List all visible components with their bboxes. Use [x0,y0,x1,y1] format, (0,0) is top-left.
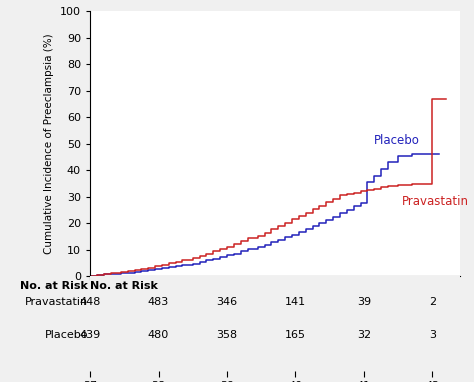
Text: 3: 3 [429,330,436,340]
Text: 2: 2 [429,296,436,307]
Text: Placebo: Placebo [45,330,88,340]
Text: 165: 165 [285,330,306,340]
Text: 448: 448 [79,296,101,307]
Text: 141: 141 [285,296,306,307]
Text: 39: 39 [357,296,371,307]
Text: 358: 358 [217,330,237,340]
Text: 32: 32 [357,330,371,340]
Text: Pravastatin: Pravastatin [401,194,469,207]
Text: Placebo: Placebo [374,134,420,147]
Y-axis label: Cumulative Incidence of Preeclampsia (%): Cumulative Incidence of Preeclampsia (%) [45,34,55,254]
Text: 483: 483 [148,296,169,307]
Text: No. at Risk: No. at Risk [90,281,158,291]
Text: 480: 480 [148,330,169,340]
Text: 439: 439 [80,330,100,340]
Text: No. at Risk: No. at Risk [20,281,88,291]
Text: Pravastatin: Pravastatin [25,296,88,307]
Text: 346: 346 [217,296,237,307]
